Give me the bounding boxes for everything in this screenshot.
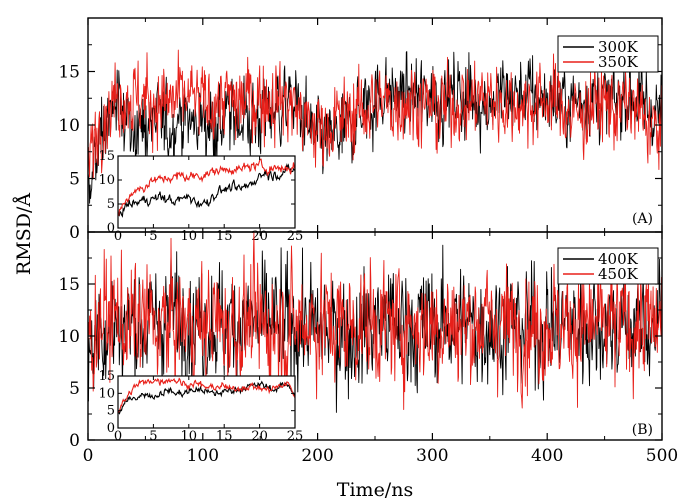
inset-frame bbox=[117, 155, 296, 229]
legend-label: 450K bbox=[598, 265, 639, 283]
x-tick-label: 500 bbox=[646, 446, 678, 466]
y-tick-label: 5 bbox=[69, 170, 80, 190]
x-tick-label: 400 bbox=[531, 446, 563, 466]
legend-label: 350K bbox=[598, 53, 639, 71]
x-tick-label: 0 bbox=[83, 446, 94, 466]
inset-x-tick-label: 25 bbox=[287, 229, 304, 244]
series-line-300k bbox=[88, 51, 662, 204]
inset-y-tick-label: 15 bbox=[98, 149, 115, 164]
inset-x-tick-label: 15 bbox=[216, 229, 233, 244]
inset-plot: 0 5 10 15 20 25 0 5 10 15 bbox=[98, 369, 303, 444]
inset-y-tick-label: 5 bbox=[107, 404, 115, 419]
legend-label: 400K bbox=[598, 250, 639, 268]
x-tick-label: 100 bbox=[187, 446, 219, 466]
inset-series-line-450k bbox=[118, 377, 295, 413]
inset-series-group bbox=[118, 377, 295, 415]
y-axis-title: RMSD/Å bbox=[13, 193, 35, 275]
inset-x-tick-label: 0 bbox=[114, 229, 122, 244]
inset-y-tick-label: 15 bbox=[98, 369, 115, 384]
inset-y-tick-label: 5 bbox=[107, 197, 115, 212]
series-line-450k bbox=[88, 232, 662, 410]
inset-x-tick-label: 20 bbox=[251, 229, 268, 244]
inset-x-tick-label: 5 bbox=[149, 429, 157, 444]
series-group bbox=[88, 232, 662, 416]
series-group bbox=[88, 49, 662, 204]
inset-frame bbox=[117, 375, 296, 429]
y-tick-label: 0 bbox=[69, 431, 80, 451]
inset-y-tick-label: 10 bbox=[98, 386, 115, 401]
y-tick-label: 15 bbox=[58, 63, 80, 83]
inset-series-line-300k bbox=[118, 162, 295, 218]
inset-x-tick-label: 25 bbox=[287, 429, 304, 444]
inset-series-line-400k bbox=[118, 380, 295, 415]
inset-background bbox=[118, 156, 295, 228]
x-axis-title: Time/ns bbox=[337, 479, 413, 501]
x-tick-label: 300 bbox=[416, 446, 448, 466]
y-tick-label: 5 bbox=[69, 379, 80, 399]
inset-y-tick-label: 0 bbox=[107, 421, 115, 436]
inset-y-tick-label: 0 bbox=[107, 221, 115, 236]
inset-series-group bbox=[118, 158, 295, 218]
inset-x-tick-label: 5 bbox=[149, 229, 157, 244]
y-tick-label: 10 bbox=[58, 116, 80, 136]
panel-label: (B) bbox=[632, 422, 653, 438]
inset-x-tick-label: 10 bbox=[181, 229, 198, 244]
panel-label: (A) bbox=[632, 211, 653, 227]
inset-plot: 0 5 10 15 20 25 0 5 10 15 bbox=[98, 149, 303, 244]
inset-background bbox=[118, 376, 295, 428]
inset-x-tick-label: 15 bbox=[216, 429, 233, 444]
legend-label: 300K bbox=[598, 38, 639, 56]
y-tick-label: 10 bbox=[58, 327, 80, 347]
inset-x-tick-label: 20 bbox=[251, 429, 268, 444]
inset-x-tick-label: 10 bbox=[181, 429, 198, 444]
y-tick-label: 15 bbox=[58, 275, 80, 295]
legend-box bbox=[557, 247, 659, 285]
inset-y-tick-label: 10 bbox=[98, 173, 115, 188]
legend-box bbox=[557, 35, 659, 73]
inset-series-line-350k bbox=[118, 158, 295, 217]
x-tick-label: 200 bbox=[301, 446, 333, 466]
series-line-350k bbox=[88, 49, 662, 180]
inset-x-tick-label: 0 bbox=[114, 429, 122, 444]
y-tick-label: 0 bbox=[69, 223, 80, 243]
